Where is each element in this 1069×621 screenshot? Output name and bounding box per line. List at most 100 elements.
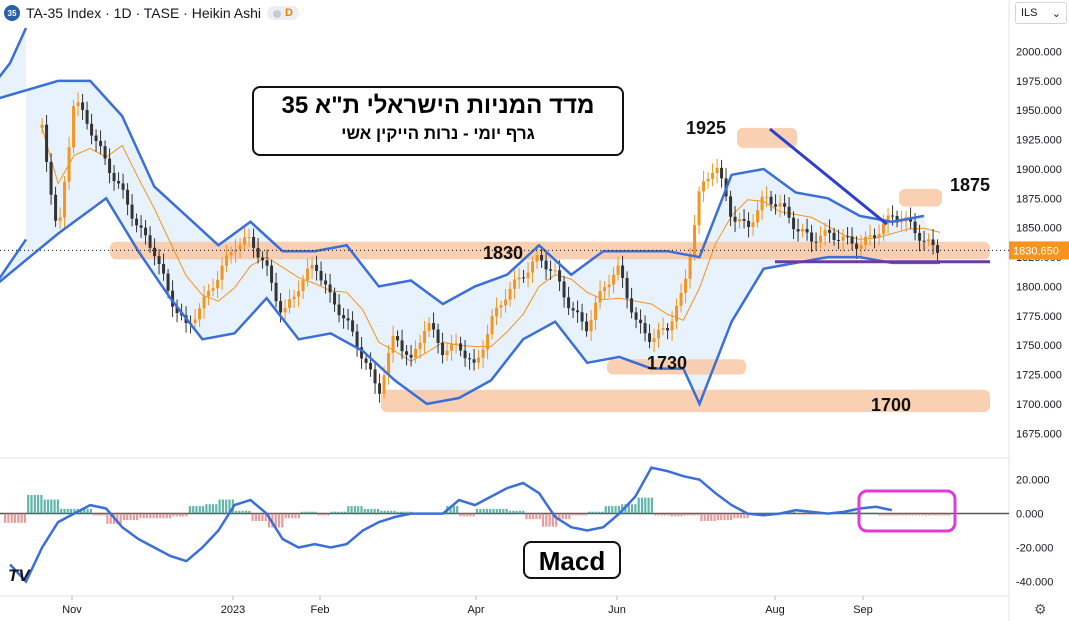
- histogram-bar: [370, 508, 373, 514]
- candle-body: [913, 221, 917, 234]
- histogram-bar: [284, 513, 287, 519]
- candle-body: [238, 244, 242, 250]
- candle-body: [747, 220, 751, 227]
- title-line-2: גרף יומי - נרות הייקין אשי: [341, 124, 535, 143]
- histogram-bar: [538, 513, 541, 520]
- candle-body: [877, 233, 881, 238]
- candle-body: [585, 321, 589, 332]
- histogram-bar: [149, 513, 152, 519]
- currency-select[interactable]: ILS ⌄: [1015, 2, 1067, 24]
- macd-y-tick-label: -40.000: [1016, 577, 1053, 589]
- histogram-bar: [845, 511, 848, 514]
- histogram-bar: [244, 510, 248, 514]
- x-tick-label: Nov: [62, 604, 82, 616]
- candle-body: [549, 269, 553, 271]
- candle-body: [130, 204, 134, 219]
- candle-body: [607, 284, 611, 288]
- tradingview-logo[interactable]: TV: [8, 566, 30, 585]
- histogram-bar: [400, 511, 403, 514]
- zone-1875: [899, 188, 942, 207]
- histogram-bar: [327, 513, 330, 516]
- candle-body: [769, 196, 773, 205]
- histogram-bar: [83, 508, 86, 514]
- histogram-bar: [792, 511, 795, 514]
- candle-body: [630, 298, 634, 313]
- histogram-bar: [571, 513, 574, 516]
- histogram-bar: [700, 513, 703, 522]
- histogram-bar: [627, 504, 630, 514]
- histogram-bar: [136, 513, 139, 521]
- histogram-bar: [650, 497, 653, 514]
- histogram-bar: [307, 511, 310, 514]
- candle-body: [715, 167, 719, 173]
- histogram-bar: [343, 511, 347, 514]
- histogram-bar: [848, 511, 851, 514]
- y-tick-label: 1950.000: [1016, 105, 1062, 117]
- histogram-bar: [211, 504, 215, 514]
- candle-body: [342, 315, 346, 319]
- candle-body: [63, 181, 67, 218]
- histogram-bar: [561, 513, 564, 520]
- histogram-bar: [528, 513, 531, 520]
- histogram-bar: [766, 512, 769, 514]
- candle-body: [351, 320, 355, 332]
- histogram-bar: [475, 508, 479, 514]
- y-tick-label: 1925.000: [1016, 135, 1062, 147]
- histogram-bar: [386, 510, 389, 514]
- histogram-bar: [720, 513, 723, 521]
- histogram-bar: [139, 513, 142, 519]
- candle-body: [373, 369, 377, 384]
- histogram-bar: [743, 513, 746, 519]
- histogram-bar: [677, 513, 680, 517]
- x-tick-label: Apr: [467, 604, 484, 616]
- candle-body: [432, 323, 436, 330]
- histogram-bar: [241, 510, 244, 514]
- candle-body: [319, 270, 323, 281]
- histogram-bar: [350, 506, 353, 514]
- x-tick-label: Aug: [765, 604, 785, 616]
- gear-icon[interactable]: ⚙: [1034, 601, 1047, 617]
- histogram-bar: [469, 513, 472, 517]
- candle-body: [603, 287, 607, 291]
- histogram-bar: [406, 511, 409, 514]
- histogram-bar: [261, 513, 264, 522]
- histogram-bar: [726, 513, 729, 521]
- macd-label-box: Macd: [523, 541, 621, 579]
- candle-body: [787, 206, 791, 218]
- candle-body: [157, 256, 161, 265]
- dot-icon: [272, 10, 281, 18]
- histogram-bar: [637, 497, 640, 514]
- d-badge[interactable]: D: [266, 6, 299, 20]
- candle-body: [495, 307, 499, 317]
- histogram-bar: [251, 513, 254, 522]
- candle-body: [927, 239, 931, 242]
- histogram-bar: [918, 513, 921, 516]
- histogram-bar: [452, 506, 455, 514]
- histogram-bar: [862, 512, 865, 514]
- candle-body: [139, 225, 143, 228]
- histogram-bar: [769, 512, 772, 514]
- histogram-bar: [706, 513, 710, 522]
- histogram-bar: [584, 513, 587, 516]
- histogram-bar: [812, 513, 815, 515]
- histogram-bar: [390, 510, 393, 514]
- symbol-badge[interactable]: 35: [4, 5, 20, 21]
- histogram-bar: [60, 508, 63, 514]
- histogram-bar: [871, 512, 875, 514]
- candle-body: [648, 333, 652, 342]
- histogram-bar: [568, 513, 571, 520]
- histogram-bar: [248, 510, 251, 514]
- histogram-bar: [680, 513, 683, 517]
- histogram-bar: [931, 513, 934, 516]
- histogram-bar: [103, 513, 106, 516]
- histogram-bar: [66, 508, 69, 514]
- candle-body: [886, 215, 890, 224]
- candle-body: [198, 308, 202, 320]
- histogram-bar: [941, 513, 944, 516]
- histogram-bar: [281, 513, 284, 528]
- y-tick-label: 1975.000: [1016, 76, 1062, 88]
- histogram-bar: [911, 513, 914, 516]
- candle-body: [112, 172, 116, 182]
- histogram-bar: [122, 513, 125, 521]
